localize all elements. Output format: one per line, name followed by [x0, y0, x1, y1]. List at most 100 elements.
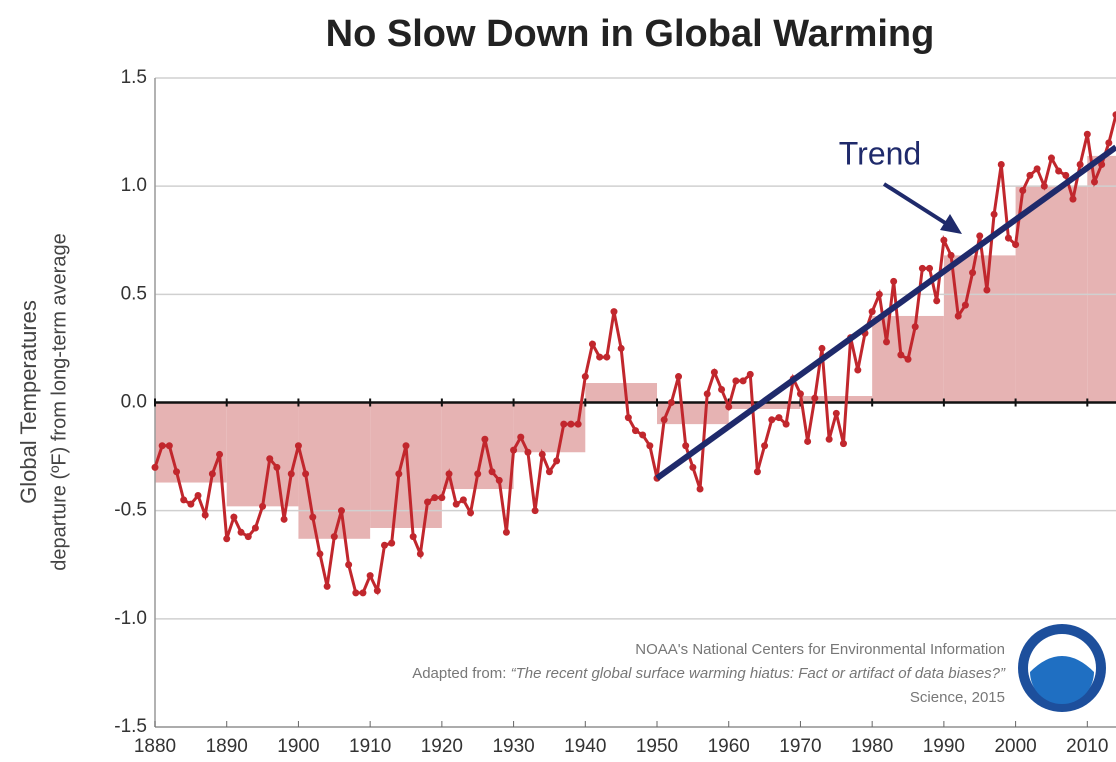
temperature-point [976, 232, 984, 240]
temperature-point [560, 420, 568, 428]
x-tick-label: 1890 [206, 736, 248, 757]
y-tick-label: 1.0 [121, 175, 147, 196]
temperature-point [768, 416, 776, 424]
temperature-point [574, 420, 582, 428]
x-tick-label: 1880 [134, 736, 176, 757]
temperature-point [553, 457, 561, 465]
y-tick-label: 0.0 [121, 392, 147, 413]
temperature-point [180, 496, 188, 504]
temperature-point [409, 533, 417, 541]
temperature-point [373, 587, 381, 595]
temperature-point [524, 448, 532, 456]
temperature-point [682, 442, 690, 450]
credit-line: Science, 2015 [910, 689, 1005, 706]
temperature-point [187, 500, 195, 508]
temperature-point [352, 589, 360, 597]
temperature-point [395, 470, 403, 478]
decade-bar [226, 402, 299, 507]
temperature-point [1083, 130, 1091, 138]
chart-title: No Slow Down in Global Warming [326, 13, 935, 55]
temperature-point [610, 308, 618, 316]
temperature-point [1062, 171, 1070, 179]
temperature-point [990, 210, 998, 218]
temperature-point [517, 433, 525, 441]
temperature-point [675, 373, 683, 381]
noaa-logo [1018, 624, 1106, 712]
decade-bar [585, 383, 658, 403]
temperature-point [266, 455, 274, 463]
x-tick-label: 1920 [421, 736, 463, 757]
temperature-point [431, 494, 439, 502]
temperature-point [567, 420, 575, 428]
temperature-point [940, 236, 948, 244]
temperature-point [804, 437, 812, 445]
temperature-point [208, 470, 216, 478]
y-tick-label: 1.5 [121, 67, 147, 88]
temperature-point [1040, 182, 1048, 190]
temperature-point [545, 468, 553, 476]
decade-bar [1087, 155, 1116, 403]
temperature-point [302, 470, 310, 478]
temperature-point [596, 353, 604, 361]
temperature-point [230, 513, 238, 521]
temperature-point [495, 476, 503, 484]
temperature-point [667, 399, 675, 406]
temperature-point [718, 386, 726, 394]
temperature-point [868, 308, 876, 316]
temperature-point [639, 431, 647, 439]
temperature-point [1069, 195, 1077, 203]
decade-bar [657, 402, 729, 425]
credits: NOAA's National Centers for Environmenta… [412, 624, 1106, 712]
x-tick-label: 1910 [349, 736, 391, 757]
temperature-point [918, 264, 926, 272]
x-tick-label: 1960 [708, 736, 750, 757]
temperature-point [969, 269, 977, 277]
temperature-point [1033, 165, 1041, 173]
temperature-point [811, 394, 819, 402]
temperature-point [445, 470, 453, 478]
trend-line [655, 144, 1116, 481]
x-tick-label: 1950 [636, 736, 678, 757]
temperature-point [1004, 234, 1012, 242]
decade-bar [370, 402, 442, 528]
temperature-point [954, 312, 962, 320]
temperature-point [1012, 241, 1020, 249]
credit-line: NOAA's National Centers for Environmenta… [635, 641, 1005, 658]
temperature-point [287, 470, 295, 478]
temperature-point [416, 550, 424, 558]
temperature-point [173, 468, 181, 476]
temperature-point [438, 494, 446, 502]
temperature-point [323, 582, 331, 590]
temperature-point [151, 463, 159, 471]
temperature-point [337, 507, 345, 515]
logo-wave [1030, 656, 1094, 704]
temperature-point [280, 515, 288, 523]
temperature-point [1098, 161, 1106, 169]
temperature-point [316, 550, 324, 558]
temperature-point [330, 533, 338, 541]
temperature-point [194, 492, 202, 500]
temperature-point [904, 355, 912, 363]
y-axis-label: departure (ºF) from long-term average [48, 233, 70, 570]
credit-text: Adapted from: [412, 665, 510, 682]
temperature-point [531, 507, 539, 515]
temperature-point [1090, 178, 1098, 186]
temperature-point [796, 390, 804, 398]
temperature-point [273, 463, 281, 471]
temperature-point [388, 539, 396, 547]
temperature-point [825, 435, 833, 443]
temperature-point [753, 468, 761, 476]
temperature-point [775, 414, 783, 422]
decade-bar [298, 402, 371, 539]
temperature-point [294, 442, 302, 450]
temperature-point [617, 344, 625, 352]
temperature-point [933, 297, 941, 305]
temperature-point [588, 340, 596, 348]
temperature-point [883, 338, 891, 346]
y-tick-label: 0.5 [121, 283, 147, 304]
temperature-point [510, 446, 518, 454]
temperature-point [581, 373, 589, 381]
temperature-point [452, 500, 460, 508]
trend-arrow [882, 182, 952, 228]
x-tick-label: 1930 [492, 736, 534, 757]
